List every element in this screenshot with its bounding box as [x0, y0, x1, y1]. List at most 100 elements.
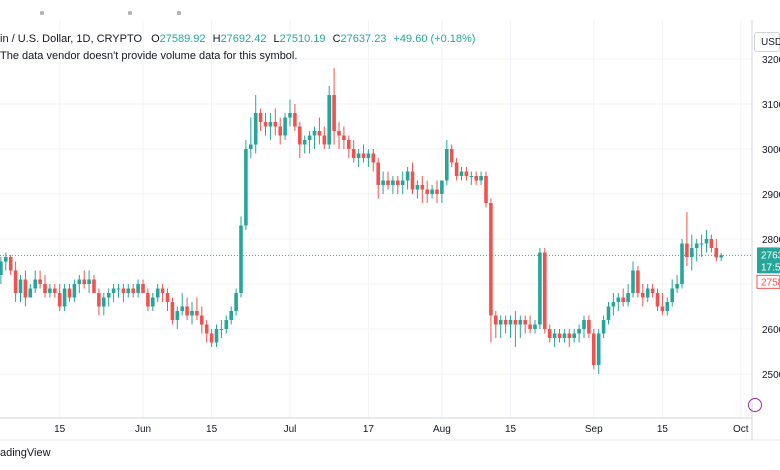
candle-body [445, 149, 449, 181]
symbol-title[interactable]: in / U.S. Dollar, 1D, CRYPTO [0, 33, 143, 45]
candle-body [670, 288, 674, 302]
candle-body [572, 333, 576, 338]
y-tick-label: 3100 [762, 100, 780, 111]
chart-grid [0, 20, 752, 418]
x-tick-label: 15 [206, 424, 218, 435]
candle-body [298, 126, 302, 145]
candle-body [655, 293, 660, 307]
candle-body [126, 288, 131, 293]
prev-close-tag [756, 274, 780, 289]
ohlc-legend: in / U.S. Dollar, 1D, CRYPTO O27589.92 H… [0, 33, 479, 45]
last-price-tag [757, 247, 780, 274]
candle-body [611, 302, 616, 307]
candle-body [449, 149, 454, 163]
candle-body [82, 279, 86, 284]
candle-body [557, 333, 562, 338]
candle-body [562, 333, 567, 338]
candle-body [13, 270, 18, 293]
candle-body [694, 243, 699, 248]
candle-body [57, 293, 62, 307]
candle-body [400, 180, 405, 185]
candle-body [8, 257, 13, 271]
candle-body [391, 180, 395, 185]
candle-body [474, 176, 478, 181]
candle-body [87, 279, 91, 284]
candle-body [601, 320, 606, 334]
candle-body [190, 311, 194, 316]
candle-body [278, 126, 282, 136]
candle-body [293, 113, 297, 127]
volume-note: The data vendor doesn't provide volume d… [0, 50, 298, 62]
candle-body [577, 329, 581, 334]
candle-body [121, 288, 126, 293]
candle-body [307, 135, 312, 140]
low-label: L [273, 33, 280, 45]
candle-body [347, 140, 351, 149]
candle-body [102, 297, 106, 307]
candle-body [719, 255, 723, 258]
candle-body [528, 324, 532, 329]
candle-body [43, 284, 47, 293]
prev-close-label: 2758 [761, 277, 780, 288]
y-tick-label: 2900 [762, 190, 780, 201]
candle-body [224, 320, 229, 329]
x-tick-label: 15 [505, 424, 517, 435]
candle-body [552, 333, 557, 338]
x-tick-label: 15 [657, 424, 669, 435]
candle-body [263, 122, 268, 127]
candle-body [690, 248, 694, 257]
candle-body [596, 333, 601, 365]
candle-body [547, 329, 552, 338]
candle-body [503, 320, 508, 325]
candle-body [699, 243, 704, 245]
candle-body [459, 171, 464, 176]
candle-body [288, 113, 292, 118]
candle-body [464, 171, 469, 176]
candle-body [180, 306, 184, 311]
candle-body [518, 320, 523, 325]
candle-body [155, 288, 160, 298]
candle-body [33, 279, 37, 289]
candle-body [302, 140, 307, 145]
candle-body [709, 239, 714, 248]
open-value: 27589.92 [159, 33, 206, 45]
candlestick-series [0, 68, 723, 374]
x-tick-label: 17 [363, 424, 375, 435]
candle-body [616, 297, 621, 302]
candle-body [337, 131, 341, 136]
brand-footer[interactable]: adingView [0, 447, 51, 459]
currency-button[interactable]: USD [754, 32, 780, 52]
low-value: 27510.19 [279, 33, 326, 45]
candle-body [106, 293, 111, 298]
candle-body [268, 122, 273, 127]
candle-body [38, 279, 42, 284]
x-tick-label: Sep [585, 424, 603, 435]
candle-body [425, 189, 429, 194]
candle-body [494, 315, 498, 325]
candle-body [704, 239, 709, 244]
candle-body [317, 131, 322, 136]
y-tick-label: 2800 [762, 235, 780, 246]
candle-body [116, 288, 121, 290]
toolbar-dot [40, 11, 44, 15]
candle-body [48, 288, 52, 293]
candle-body [415, 185, 420, 190]
candle-body [62, 288, 67, 307]
candle-body [513, 320, 518, 325]
y-tick-label: 2500 [762, 370, 780, 381]
indicator-icon[interactable] [748, 398, 762, 412]
countdown-label: 17:5 [761, 262, 780, 273]
candle-body [685, 243, 689, 257]
x-tick-label: Aug [433, 424, 451, 435]
candle-body [67, 288, 72, 298]
candle-body [489, 203, 493, 316]
y-tick-label: 3200 [762, 55, 780, 66]
candle-body [498, 320, 503, 325]
high-value: 27692.42 [220, 33, 267, 45]
candle-body [72, 284, 77, 298]
candle-body [469, 176, 474, 177]
candle-body [587, 320, 591, 334]
candle-body [77, 279, 82, 284]
candle-body [4, 257, 8, 262]
